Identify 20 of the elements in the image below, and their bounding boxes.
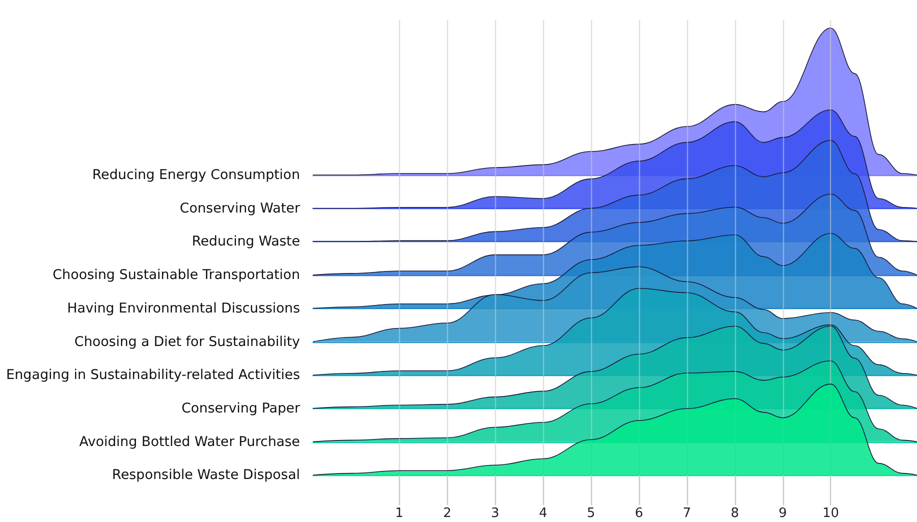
series-label: Responsible Waste Disposal [112,467,300,484]
series-label: Engaging in Sustainability-related Activities [6,367,300,384]
x-tick-label: 9 [778,506,787,522]
x-tick-label: 8 [730,506,739,522]
x-tick-label: 5 [586,506,596,522]
series-label: Reducing Waste [192,234,300,250]
series-label: Choosing Sustainable Transportation [52,267,300,284]
series-label: Conserving Paper [181,400,300,416]
x-tick-label: 3 [491,506,500,522]
series-label: Avoiding Bottled Water Purchase [79,434,300,450]
x-tick-label: 10 [822,506,839,522]
series-label: Choosing a Diet for Sustainability [74,334,300,350]
x-tick-label: 6 [634,506,644,522]
series-label: Having Environmental Discussions [67,300,300,316]
series-label: Conserving Water [180,200,300,216]
x-tick-label: 4 [538,506,548,522]
x-tick-label: 7 [682,506,692,522]
x-tick-label: 2 [443,506,452,522]
series-label: Reducing Energy Consumption [92,167,300,183]
x-tick-label: 1 [395,506,404,522]
